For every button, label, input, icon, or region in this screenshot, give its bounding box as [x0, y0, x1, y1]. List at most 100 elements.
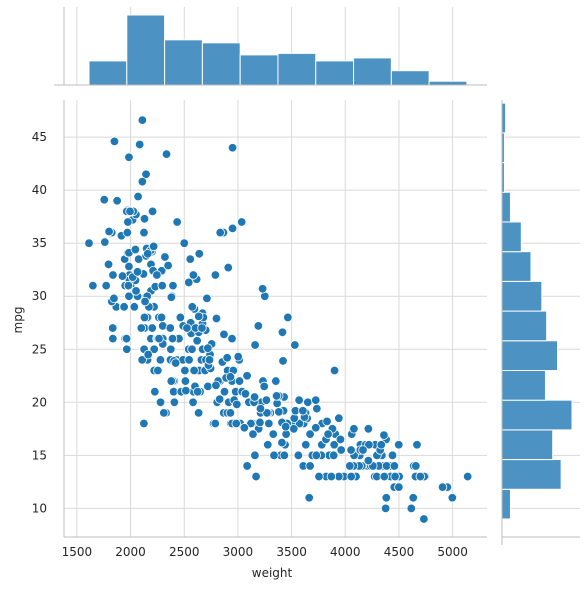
- scatter-point: [262, 408, 272, 418]
- scatter-point: [189, 365, 199, 376]
- right-hist-bar: [501, 459, 562, 490]
- scatter-point: [406, 503, 417, 514]
- x-tick-label: 3000: [223, 545, 254, 559]
- y-tick-label: 20: [32, 395, 47, 409]
- scatter-point: [167, 333, 178, 344]
- x-axis-label: weight: [252, 566, 293, 580]
- scatter-point: [415, 471, 426, 482]
- scatter-point: [250, 340, 260, 350]
- right-marginal-histogram: [501, 100, 580, 545]
- scatter-point: [274, 407, 284, 417]
- scatter-point: [219, 329, 229, 340]
- scatter-point: [175, 312, 186, 323]
- scatter-point: [155, 397, 166, 407]
- scatter-point: [211, 380, 221, 391]
- scatter-point: [192, 336, 202, 346]
- right-hist-bar: [501, 488, 511, 520]
- scatter-point: [101, 280, 111, 291]
- top-hist-bar: [390, 70, 430, 86]
- scatter-point: [225, 408, 236, 418]
- scatter-point: [160, 252, 170, 262]
- scatter-point: [305, 429, 315, 439]
- x-tick-label: 4000: [330, 545, 361, 559]
- scatter-point: [311, 395, 321, 405]
- scatter-point: [84, 238, 94, 248]
- scatter-point: [215, 227, 225, 238]
- scatter-point: [390, 471, 400, 482]
- scatter-point: [412, 440, 422, 450]
- scatter-point: [88, 280, 98, 291]
- scatter-point: [242, 461, 252, 471]
- scatter-point: [379, 430, 389, 440]
- scatter-point: [153, 365, 163, 376]
- y-tick-label: 35: [32, 236, 47, 250]
- scatter-point: [143, 249, 153, 259]
- scatter-point: [130, 244, 141, 255]
- scatter-point: [136, 323, 146, 333]
- right-hist-bar: [501, 102, 507, 134]
- scatter-point: [100, 237, 110, 247]
- scatter-point: [271, 376, 281, 386]
- scatter-point: [99, 195, 109, 205]
- scatter-point: [328, 450, 339, 461]
- scatter-point: [268, 429, 278, 439]
- scatter-point: [225, 372, 236, 382]
- scatter-point: [122, 344, 132, 354]
- scatter-point: [149, 344, 159, 354]
- scatter-point: [157, 280, 167, 291]
- scatter-point: [124, 291, 134, 301]
- scatter-point: [261, 395, 272, 405]
- scatter-point: [311, 423, 321, 433]
- scatter-point: [234, 376, 245, 386]
- scatter-point: [253, 321, 264, 331]
- scatter-point: [323, 429, 333, 439]
- scatter-point: [381, 493, 391, 503]
- scatter-point: [447, 493, 458, 503]
- scatter-point: [329, 440, 339, 450]
- scatter-point: [305, 461, 315, 471]
- right-hist-bar: [501, 399, 573, 431]
- y-tick-label: 10: [32, 501, 47, 515]
- scatter-point: [408, 493, 418, 503]
- scatter-point: [233, 351, 243, 362]
- scatter-point: [298, 406, 308, 416]
- scatter-point: [108, 323, 118, 333]
- scatter-point: [166, 292, 177, 302]
- scatter-point: [222, 353, 232, 363]
- scatter-point: [132, 267, 143, 277]
- scatter-point: [290, 340, 300, 350]
- scatter-point: [280, 421, 291, 432]
- scatter-point: [345, 461, 355, 471]
- scatter-point: [214, 394, 225, 404]
- scatter-point: [161, 149, 172, 159]
- scatter-point: [108, 333, 118, 344]
- scatter-point: [159, 408, 169, 418]
- scatter-point: [277, 327, 288, 337]
- x-tick-label: 5000: [437, 545, 468, 559]
- scatter-point: [411, 461, 421, 471]
- scatter-point: [134, 139, 145, 150]
- top-hist-bar: [277, 52, 317, 86]
- scatter-point: [363, 424, 374, 434]
- scatter-point: [279, 450, 290, 461]
- top-hist-bar: [428, 80, 468, 86]
- scatter-point: [109, 136, 120, 147]
- top-hist-bar: [126, 14, 166, 86]
- y-tick-label: 45: [32, 130, 47, 144]
- scatter-point: [163, 260, 173, 271]
- scatter-point: [202, 293, 212, 304]
- scatter-point: [271, 391, 282, 401]
- scatter-point: [143, 349, 153, 360]
- y-tick-label: 30: [32, 289, 47, 303]
- right-hist-bar: [501, 280, 543, 312]
- scatter-point: [346, 471, 356, 482]
- scatter-point: [139, 214, 150, 224]
- scatter-point: [155, 355, 166, 365]
- scatter-point: [263, 440, 273, 450]
- scatter-point: [184, 355, 194, 365]
- scatter-point: [170, 358, 181, 368]
- scatter-point: [227, 143, 238, 153]
- scatter-point: [322, 416, 332, 427]
- scatter-point: [249, 392, 260, 402]
- scatter-point: [210, 270, 221, 280]
